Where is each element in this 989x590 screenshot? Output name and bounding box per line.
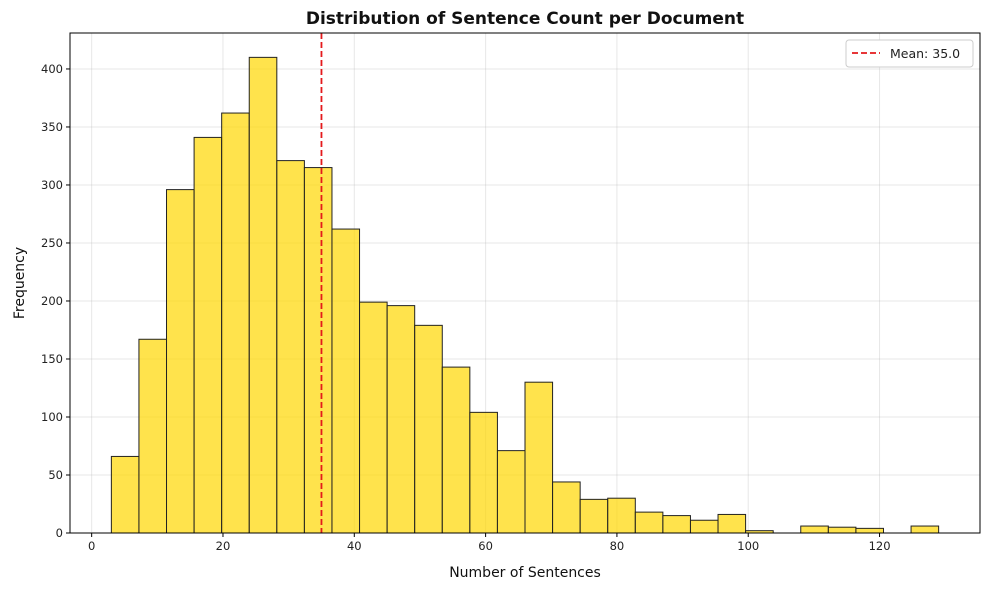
histogram-bar bbox=[331, 228, 361, 534]
x-tick-label: 60 bbox=[478, 539, 493, 553]
y-ticks: 0 50 100 150 200 250 300 350 400 bbox=[41, 62, 70, 540]
histogram-bar bbox=[855, 527, 884, 534]
x-axis-label: Number of Sentences bbox=[449, 565, 601, 581]
histogram-bar bbox=[193, 136, 223, 534]
histogram-bar bbox=[414, 324, 443, 534]
histogram-bar bbox=[827, 526, 857, 534]
histogram-bar bbox=[910, 525, 940, 534]
legend: Mean: 35.0 bbox=[845, 39, 974, 68]
histogram-bar bbox=[469, 411, 498, 534]
histogram-bar bbox=[579, 498, 609, 534]
y-tick-label: 50 bbox=[48, 468, 63, 482]
y-axis-label: Frequency bbox=[12, 247, 28, 319]
histogram-bar bbox=[359, 301, 388, 534]
y-tick-label: 250 bbox=[41, 236, 63, 250]
histogram-bar bbox=[276, 160, 305, 534]
plot-frame bbox=[69, 32, 981, 534]
y-tick-label: 150 bbox=[41, 352, 63, 366]
histogram-bar bbox=[110, 455, 140, 534]
histogram-bar bbox=[248, 56, 278, 534]
x-tick-label: 0 bbox=[88, 539, 95, 553]
histogram-bar bbox=[717, 513, 747, 534]
histogram-bar bbox=[221, 112, 250, 534]
legend-box bbox=[845, 39, 974, 68]
x-tick-label: 20 bbox=[216, 539, 231, 553]
x-tick-label: 120 bbox=[869, 539, 891, 553]
histogram-bar bbox=[607, 497, 636, 534]
x-tick-label: 40 bbox=[347, 539, 362, 553]
histogram-bar bbox=[496, 450, 526, 534]
y-tick-label: 300 bbox=[41, 178, 63, 192]
y-tick-label: 100 bbox=[41, 410, 63, 424]
chart-title: Distribution of Sentence Count per Docum… bbox=[306, 9, 744, 29]
y-tick-label: 200 bbox=[41, 294, 63, 308]
histogram-bar bbox=[138, 338, 168, 534]
histogram-bar bbox=[386, 305, 416, 534]
y-tick-label: 350 bbox=[41, 120, 63, 134]
histogram-bar bbox=[441, 366, 471, 534]
histogram-bar bbox=[800, 525, 829, 534]
y-tick-label: 0 bbox=[56, 526, 63, 540]
histogram-bar bbox=[689, 519, 719, 534]
bars bbox=[110, 56, 940, 534]
x-tick-label: 100 bbox=[737, 539, 759, 553]
histogram-bar bbox=[552, 481, 581, 534]
y-tick-label: 400 bbox=[41, 62, 63, 76]
histogram-bar bbox=[303, 167, 333, 534]
histogram-bar bbox=[166, 189, 195, 534]
x-tick-label: 80 bbox=[610, 539, 625, 553]
x-ticks: 0 20 40 60 80 100 120 bbox=[88, 533, 891, 553]
histogram-bar bbox=[634, 511, 664, 534]
histogram-bar bbox=[524, 381, 554, 534]
histogram-bar bbox=[662, 515, 691, 534]
legend-mean-label: Mean: 35.0 bbox=[890, 46, 960, 61]
